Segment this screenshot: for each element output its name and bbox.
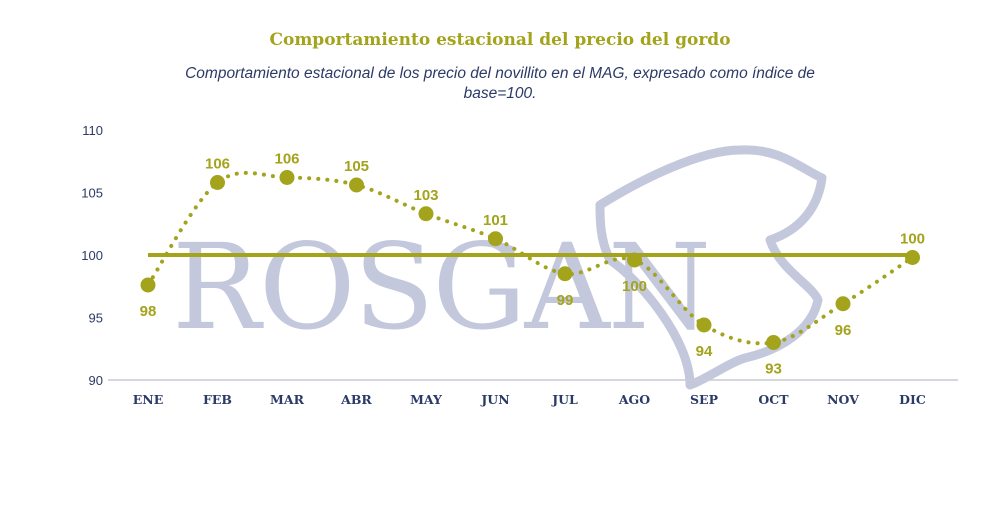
data-point [279,170,295,185]
watermark-logo: ROSGAN [172,145,827,390]
x-tick-label: MAR [270,392,305,407]
data-label: 96 [835,322,852,339]
data-point [140,277,156,293]
data-point [349,177,364,193]
data-point [210,175,225,190]
x-axis: ENE FEB MAR ABR MAY JUN JUL AGO SEP OCT NOV DIC [133,392,926,407]
x-tick-label: JUL [551,392,578,407]
x-tick-label: ABR [340,392,372,407]
y-axis: 90 95 100 105 110 [81,123,103,388]
data-point [696,317,712,333]
series-line [146,170,915,346]
data-label: 93 [765,361,782,378]
y-tick-label: 95 [89,311,103,326]
chart-subtitle: Comportamiento estacional de los precio … [185,65,815,102]
data-label: 100 [900,231,925,248]
x-tick-label: OCT [758,392,789,407]
data-label: 106 [274,151,299,168]
x-tick-label: JUN [480,392,509,407]
x-tick-label: DIC [899,392,926,407]
x-tick-label: FEB [203,392,232,407]
data-point [488,231,503,247]
data-label: 94 [696,343,713,360]
data-label: 100 [622,278,647,295]
data-label: 105 [344,158,369,175]
data-point [835,296,851,312]
x-tick-label: NOV [827,392,859,407]
watermark-text: ROSGAN [172,218,709,356]
data-label: 98 [140,303,157,320]
y-tick-label: 90 [89,373,103,388]
y-tick-label: 105 [81,186,103,201]
data-point [627,252,642,268]
x-tick-label: MAY [410,392,443,407]
data-points [140,170,920,350]
data-label: 106 [205,156,230,173]
chart-title: Comportamiento estacional del precio del… [269,30,731,50]
data-point [766,335,781,350]
data-label: 101 [483,212,508,229]
data-label: 103 [413,187,438,204]
x-tick-label: AGO [618,392,650,407]
data-point [418,206,434,222]
y-tick-label: 100 [81,248,103,263]
y-tick-label: 110 [82,123,103,138]
data-point [905,250,920,265]
x-tick-label: SEP [690,392,719,407]
data-labels: 98 106 106 105 103 101 99 100 94 93 96 100 [140,151,925,378]
bull-head-icon [595,145,827,390]
data-point [557,266,573,282]
x-tick-label: ENE [133,392,163,407]
data-label: 99 [557,292,574,309]
